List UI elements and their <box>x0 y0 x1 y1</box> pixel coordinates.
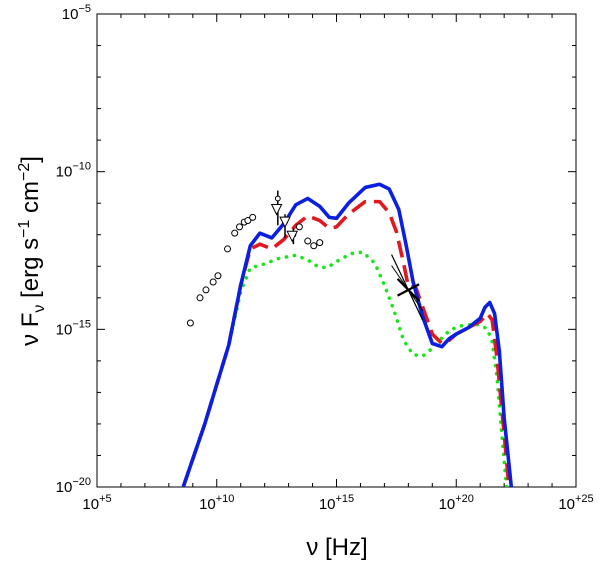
x-tick-label: 10+15 <box>319 493 354 513</box>
data-point-circle <box>196 294 204 302</box>
data-point-circle <box>214 272 222 280</box>
y-tick-label: 10−15 <box>56 318 91 338</box>
x-tick-label: 10+25 <box>558 493 593 513</box>
upper-limit-marker <box>286 230 299 243</box>
x-tick-label: 10+10 <box>199 493 234 513</box>
data-point-circle <box>244 217 252 225</box>
x-axis-label: ν [Hz] <box>306 534 367 561</box>
data-point-circle <box>209 278 217 286</box>
y-axis-label: ν Fν [erg s−1 cm−2] <box>16 156 48 346</box>
bowtie-cross <box>396 278 420 302</box>
data-point-circle <box>249 213 257 221</box>
x-tick-label: 10+5 <box>82 493 111 513</box>
data-point-circle <box>224 245 232 253</box>
data-point-circle <box>202 286 210 294</box>
upper-limit-marker <box>279 216 291 229</box>
data-point-circle <box>316 239 324 247</box>
data-point-circle <box>231 229 239 237</box>
y-tick-label: 10−5 <box>62 3 91 23</box>
series-line-dotted <box>181 250 509 487</box>
data-point-circle <box>310 242 318 250</box>
data-point-circle <box>186 319 194 327</box>
y-tick-label: 10−20 <box>56 476 91 496</box>
y-tick-label: 10−10 <box>56 161 91 181</box>
x-tick-label: 10+20 <box>439 493 474 513</box>
plot-frame <box>96 13 577 488</box>
data-point-circle <box>304 237 312 245</box>
data-point-circle <box>274 195 281 202</box>
data-point-circle <box>295 223 303 231</box>
data-point-circle <box>236 223 244 231</box>
upper-limit-marker <box>270 204 283 216</box>
series-line-solid <box>181 182 514 487</box>
